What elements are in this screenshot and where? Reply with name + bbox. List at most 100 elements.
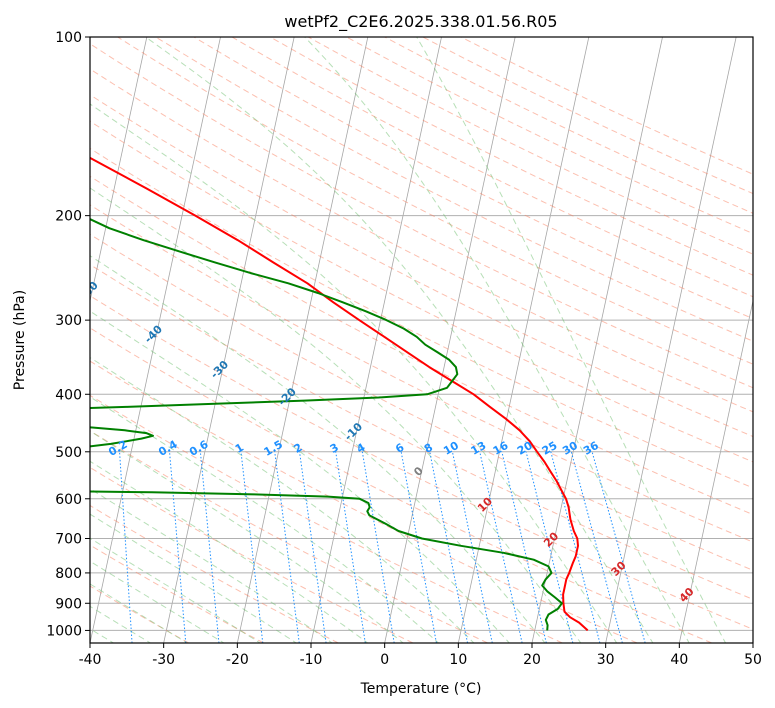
isotherm-line xyxy=(90,37,221,643)
moist-adiabat-line xyxy=(90,537,262,643)
mixing-ratio-label: 4 xyxy=(354,441,367,456)
dry-adiabat-label: -40 xyxy=(142,322,165,345)
mixing-ratio-line xyxy=(240,451,264,643)
dry-adiabat-label: 40 xyxy=(677,585,697,605)
dry-adiabat-label: -60 xyxy=(14,233,37,256)
mixing-ratio-line xyxy=(169,451,187,643)
dry-adiabat-line xyxy=(90,94,753,438)
moist-adiabat-line xyxy=(90,430,404,643)
mixing-ratio-label: 0.4 xyxy=(156,438,180,459)
mixing-ratio-line xyxy=(451,451,493,643)
isotherm-line xyxy=(384,37,516,643)
mixing-ratio-line xyxy=(570,451,623,643)
mixing-ratio-line xyxy=(119,451,133,643)
mixing-ratio-line xyxy=(274,451,300,643)
moist-adiabat-line xyxy=(90,560,225,643)
dry-adiabat-label: -20 xyxy=(276,385,299,408)
mixing-ratio-label: 25 xyxy=(540,439,560,458)
moist-adiabat-line xyxy=(90,488,334,643)
mixing-ratio-line xyxy=(501,451,547,643)
mixing-ratio-label: 1 xyxy=(233,441,246,456)
x-tick-label: 0 xyxy=(380,652,389,668)
dry-adiabat-line xyxy=(90,585,190,643)
mixing-ratio-label: 6 xyxy=(393,441,406,456)
x-tick-label: 50 xyxy=(744,652,762,668)
mixing-ratio-label: 20 xyxy=(515,439,535,458)
mixing-ratio-label: 3 xyxy=(328,441,341,456)
moist-adiabat-line xyxy=(90,460,369,643)
dry-adiabat-line xyxy=(117,37,753,365)
background-lines xyxy=(0,37,753,643)
x-axis-label: Temperature (°C) xyxy=(360,681,482,697)
mixing-ratio-line xyxy=(479,451,523,643)
moist-adiabat-line xyxy=(90,310,511,643)
y-tick-label: 200 xyxy=(55,209,82,225)
mixing-ratio-line xyxy=(299,451,327,643)
dry-adiabat-line xyxy=(90,327,712,643)
moist-adiabat-line xyxy=(416,37,727,643)
dry-adiabat-line xyxy=(90,394,563,643)
moist-adiabat-line xyxy=(90,187,582,643)
isotherm-line xyxy=(752,641,753,643)
moist-adiabat-line xyxy=(90,103,618,643)
x-tick-label: 20 xyxy=(523,652,541,668)
moist-adiabat-line xyxy=(304,37,690,643)
dry-adiabat-line xyxy=(90,120,753,463)
dry-adiabat-line xyxy=(90,204,753,543)
chart-title: wetPf2_C2E6.2025.338.01.56.R05 xyxy=(284,12,557,32)
moist-adiabat-line xyxy=(90,583,189,643)
mixing-ratio-line xyxy=(361,451,395,643)
x-tick-label: 10 xyxy=(449,652,467,668)
dry-adiabat-line xyxy=(90,175,753,516)
profile-lines xyxy=(90,156,589,632)
isotherm-line xyxy=(0,37,73,643)
isotherm-line xyxy=(90,37,148,303)
dry-adiabat-line xyxy=(90,233,753,571)
isotherm-line xyxy=(236,37,369,643)
y-tick-label: 800 xyxy=(55,566,82,582)
dry-adiabat-line xyxy=(193,37,753,320)
y-tick-label: 900 xyxy=(55,596,82,612)
mixing-ratio-line xyxy=(199,451,220,643)
mixing-ratio-line xyxy=(429,451,468,643)
y-tick-label: 400 xyxy=(55,387,82,403)
dewpoint-series-line xyxy=(90,217,563,631)
dry-adiabat-line xyxy=(422,37,753,195)
isotherm-line xyxy=(605,37,737,643)
mixing-ratio-label: 8 xyxy=(422,441,435,456)
mixing-ratio-line xyxy=(550,451,601,643)
dry-adiabat-line xyxy=(155,37,753,342)
x-tick-label: -40 xyxy=(79,652,102,668)
dry-adiabat-line xyxy=(308,37,753,255)
y-tick-label: 100 xyxy=(55,30,82,46)
dry-adiabat-line xyxy=(90,430,488,643)
dry-adiabat-label: 20 xyxy=(541,529,561,549)
y-tick-label: 500 xyxy=(55,445,82,461)
mixing-ratio-line xyxy=(591,451,646,643)
dry-adiabat-label: 0 xyxy=(411,464,426,479)
dry-adiabat-label: -10 xyxy=(342,420,365,443)
plot-frame xyxy=(89,36,754,644)
x-tick-label: 30 xyxy=(597,652,615,668)
dry-adiabat-line xyxy=(231,37,753,298)
moist-adiabat-line xyxy=(90,255,546,643)
dry-adiabat-line xyxy=(90,360,638,643)
mixing-ratio-line xyxy=(400,451,437,643)
dry-adiabat-label: -50 xyxy=(78,279,101,302)
y-tick-label: 1000 xyxy=(46,623,82,639)
mixing-ratio-line xyxy=(335,451,366,643)
dry-adiabat-line xyxy=(90,68,753,413)
dry-adiabat-line xyxy=(90,263,753,600)
y-tick-label: 700 xyxy=(55,532,82,548)
y-axis-label: Pressure (hPa) xyxy=(12,290,28,390)
mixing-ratio-label: 10 xyxy=(441,439,461,458)
dry-adiabat-line xyxy=(90,466,414,643)
moist-adiabat-line xyxy=(90,396,440,643)
moist-adiabat-line xyxy=(90,356,475,643)
x-tick-label: -30 xyxy=(152,652,175,668)
y-tick-label: 600 xyxy=(55,492,82,508)
temperature-series-line xyxy=(90,156,589,632)
isotherm-line xyxy=(457,37,590,643)
dry-adiabat-label: 10 xyxy=(475,494,495,514)
